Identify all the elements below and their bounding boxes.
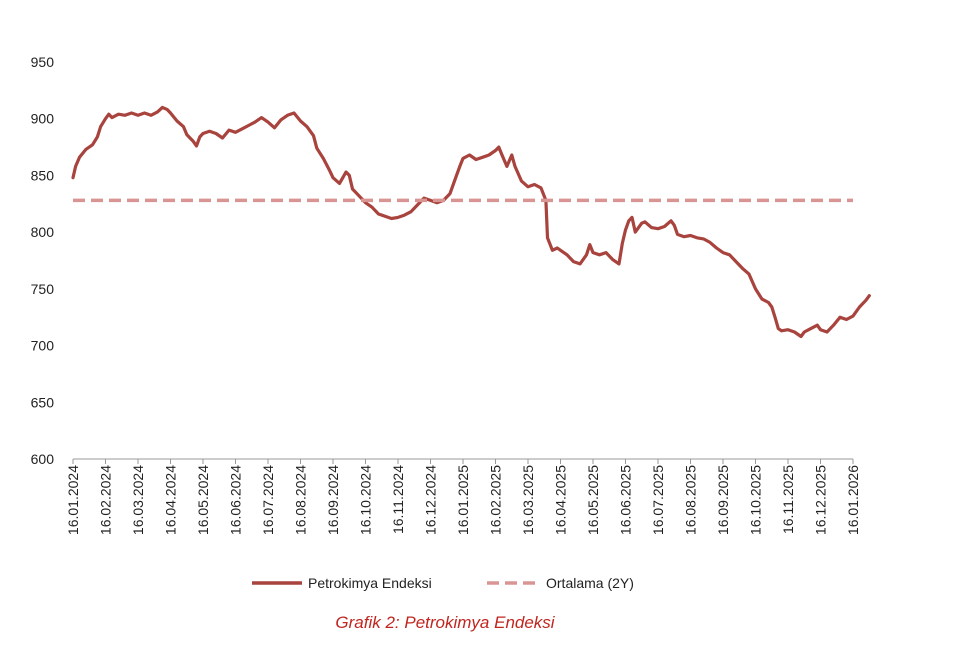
chart-caption: Grafik 2: Petrokimya Endeksi [335, 613, 555, 632]
x-tick-label: 16.06.2025 [618, 465, 634, 535]
y-tick-label: 850 [31, 167, 55, 183]
x-tick-label: 16.01.2026 [845, 465, 861, 535]
x-tick-label: 16.09.2024 [325, 465, 341, 535]
x-tick-label: 16.12.2025 [813, 465, 829, 535]
x-tick-label: 16.07.2025 [650, 465, 666, 535]
line-chart: 600 650 700 750 800 850 900 950 16.01.2024 16.02… [31, 54, 871, 591]
x-tick-label: 16.07.2024 [260, 465, 276, 535]
x-tick-label: 16.08.2025 [683, 465, 699, 535]
y-tick-label: 800 [31, 224, 55, 240]
y-tick-label: 650 [31, 394, 55, 410]
series-layer [71, 105, 871, 339]
legend: Petrokimya Endeksi Ortalama (2Y) [252, 575, 634, 591]
y-axis: 600 650 700 750 800 850 900 950 [31, 54, 55, 467]
x-tick-label: 16.04.2025 [553, 465, 569, 535]
index-line [71, 105, 871, 339]
x-tick-label: 16.01.2025 [455, 465, 471, 535]
x-tick-label: 16.02.2025 [488, 465, 504, 535]
x-tick-label: 16.05.2024 [195, 465, 211, 535]
legend-label-index: Petrokimya Endeksi [308, 575, 432, 591]
y-tick-label: 900 [31, 111, 55, 127]
x-tick-label: 16.03.2024 [130, 465, 146, 535]
y-tick-label: 600 [31, 451, 55, 467]
y-tick-label: 750 [31, 281, 55, 297]
x-tick-label: 16.01.2024 [65, 465, 81, 535]
x-axis: 16.01.2024 16.02.2024 16.03.2024 16.04.2024… [65, 458, 861, 535]
x-tick-label: 16.10.2024 [358, 465, 374, 535]
y-tick-label: 950 [31, 54, 55, 70]
y-tick-label: 700 [31, 338, 55, 354]
x-tick-label: 16.04.2024 [163, 465, 179, 535]
x-tick-label: 16.08.2024 [293, 465, 309, 535]
legend-label-average: Ortalama (2Y) [546, 575, 634, 591]
x-tick-label: 16.09.2025 [715, 465, 731, 535]
x-tick-label: 16.06.2024 [228, 465, 244, 535]
x-tick-label: 16.10.2025 [748, 465, 764, 535]
x-tick-label: 16.02.2024 [98, 465, 114, 535]
x-tick-label: 16.11.2025 [780, 465, 796, 534]
x-tick-label: 16.05.2025 [585, 465, 601, 535]
x-tick-label: 16.11.2024 [390, 465, 406, 534]
x-tick-label: 16.03.2025 [520, 465, 536, 535]
x-tick-label: 16.12.2024 [423, 465, 439, 535]
